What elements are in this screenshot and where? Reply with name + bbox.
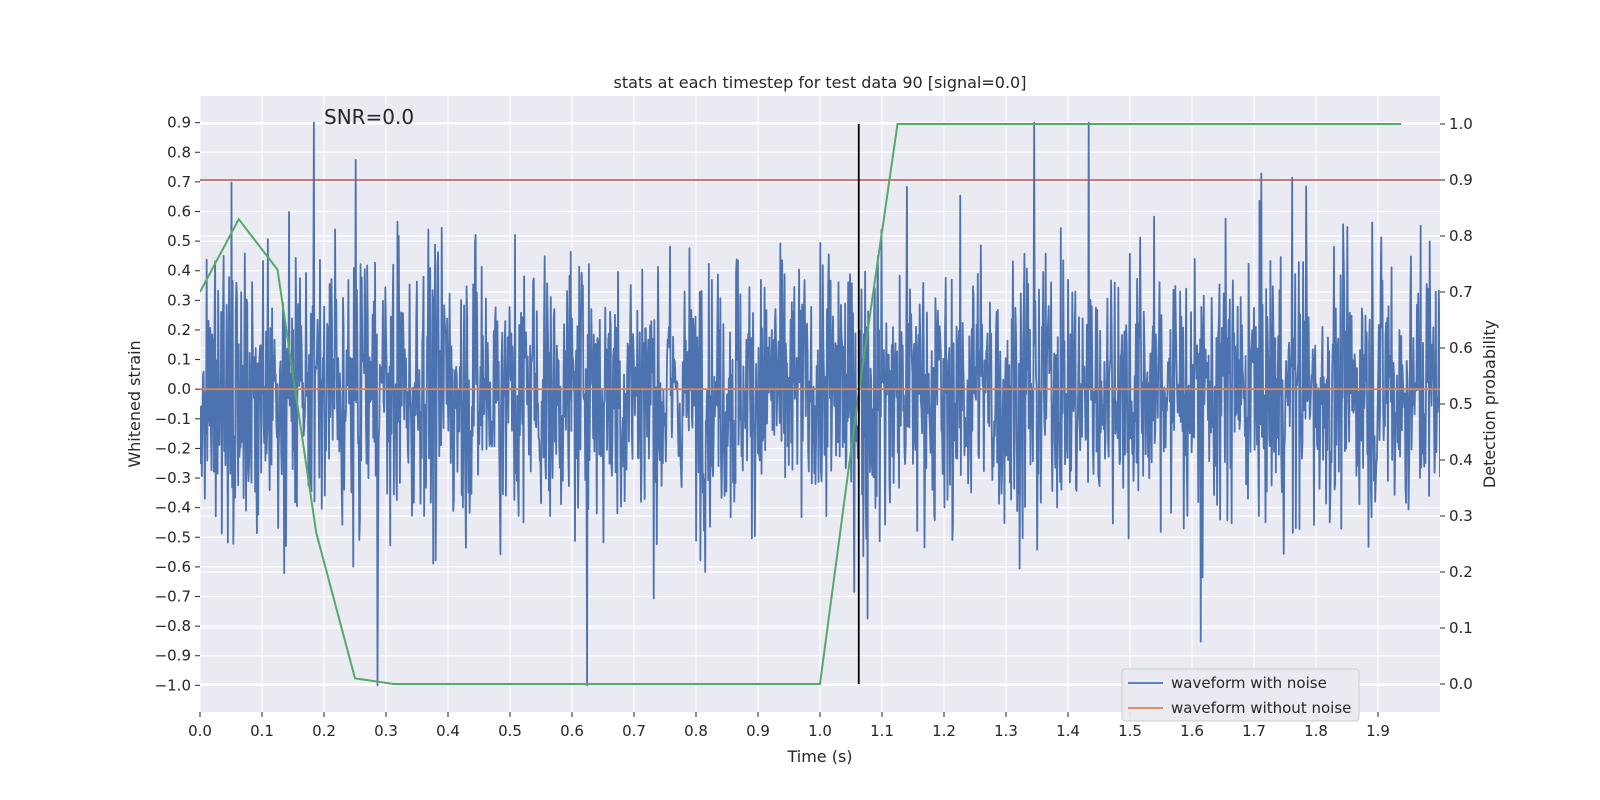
y-left-tick-label: 0.7	[167, 173, 191, 191]
x-tick-label: 1.5	[1118, 722, 1142, 740]
y-right-tick-label: 0.5	[1449, 395, 1473, 413]
x-tick-label: 0.9	[746, 722, 770, 740]
legend: waveform with noise waveform without noi…	[1121, 668, 1360, 722]
x-axis-label: Time (s)	[786, 747, 852, 766]
y-left-tick-label: −0.4	[155, 499, 191, 517]
y-left-tick-label: −0.1	[155, 410, 191, 428]
x-tick-label: 1.3	[994, 722, 1018, 740]
y-right-tick-label: 0.9	[1449, 171, 1473, 189]
x-tick-label: 1.2	[932, 722, 956, 740]
x-tick-label: 0.2	[312, 722, 336, 740]
x-tick-label: 0.5	[498, 722, 522, 740]
y-left-tick-label: 0.6	[167, 203, 191, 221]
y-left-tick-label: 0.5	[167, 232, 191, 250]
x-tick-label: 1.1	[870, 722, 894, 740]
x-tick-label: 1.9	[1366, 722, 1390, 740]
x-tick-label: 0.8	[684, 722, 708, 740]
y-axis-right-label: Detection probability	[1480, 320, 1499, 488]
x-tick-label: 1.6	[1180, 722, 1204, 740]
x-tick-label: 1.4	[1056, 722, 1080, 740]
y-right-tick-label: 0.4	[1449, 451, 1473, 469]
y-left-tick-label: −0.8	[155, 617, 191, 635]
x-tick-label: 0.6	[560, 722, 584, 740]
y-right-tick-label: 0.8	[1449, 227, 1473, 245]
y-left-tick-label: 0.2	[167, 321, 191, 339]
y-left-tick-label: −0.6	[155, 558, 191, 576]
y-right-tick-label: 1.0	[1449, 115, 1473, 133]
legend-label-noise: waveform with noise	[1171, 674, 1327, 692]
x-tick-label: 0.7	[622, 722, 646, 740]
snr-annotation: SNR=0.0	[324, 105, 414, 129]
y-right-tick-label: 0.6	[1449, 339, 1473, 357]
y-right-tick-label: 0.0	[1449, 675, 1473, 693]
y-left-tick-label: −0.3	[155, 469, 191, 487]
y-left-tick-label: 0.1	[167, 351, 191, 369]
y-left-tick-label: −0.9	[155, 647, 191, 665]
y-right-tick-label: 0.7	[1449, 283, 1473, 301]
y-left-tick-label: 0.3	[167, 291, 191, 309]
x-tick-label: 1.8	[1304, 722, 1328, 740]
series-detection-probability	[200, 123, 1402, 685]
x-tick-label: 0.0	[188, 722, 212, 740]
axes: 0.0 0.1 0.2 0.3 0.4 0.5 0.6 0.7 0.8 0.9 1.0 1.1 1.2 1…	[155, 114, 1473, 740]
y-axis-left-label: Whitened strain	[125, 340, 144, 467]
y-left-tick-label: −0.7	[155, 588, 191, 606]
series-layer	[200, 121, 1440, 687]
y-right-tick-label: 0.2	[1449, 563, 1473, 581]
x-tick-label: 1.7	[1242, 722, 1266, 740]
legend-label-clean: waveform without noise	[1171, 699, 1351, 717]
x-tick-label: 1.0	[808, 722, 832, 740]
x-tick-label: 0.1	[250, 722, 274, 740]
x-tick-label: 0.4	[436, 722, 460, 740]
y-left-tick-label: −1.0	[155, 676, 191, 694]
y-left-tick-label: 0.4	[167, 262, 191, 280]
legend-box	[1121, 668, 1360, 722]
y-left-tick-label: 0.0	[167, 380, 191, 398]
y-left-tick-label: −0.5	[155, 528, 191, 546]
y-left-tick-label: 0.9	[167, 114, 191, 132]
y-right-tick-label: 0.3	[1449, 507, 1473, 525]
chart-title: stats at each timestep for test data 90 …	[614, 73, 1027, 92]
y-right-tick-label: 0.1	[1449, 619, 1473, 637]
y-left-tick-label: −0.2	[155, 439, 191, 457]
series-waveform-with-noise	[200, 121, 1440, 687]
x-tick-label: 0.3	[374, 722, 398, 740]
y-left-tick-label: 0.8	[167, 143, 191, 161]
